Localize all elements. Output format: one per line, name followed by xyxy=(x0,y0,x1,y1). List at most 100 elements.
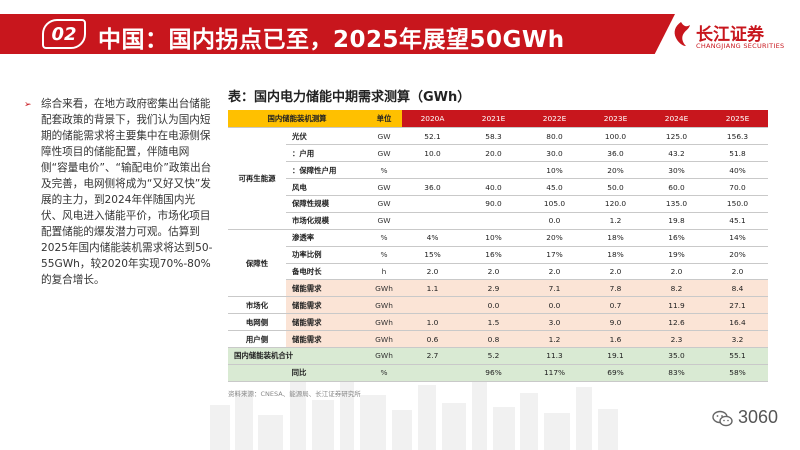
category-user: 用户侧 xyxy=(228,330,286,349)
row-label: 光伏 xyxy=(286,127,367,146)
cell: 43.2 xyxy=(646,144,708,163)
row-unit: GWh xyxy=(366,330,403,349)
row-label: ：户用 xyxy=(286,144,367,163)
row-label: 风电 xyxy=(286,178,367,197)
cell: 20.0 xyxy=(463,144,525,163)
table-title: 表：国内电力储能中期需求测算（GWh） xyxy=(228,90,471,105)
cell: 30.0 xyxy=(524,144,586,163)
section-number-badge: 02 xyxy=(42,19,86,49)
cell: 16.4 xyxy=(707,313,769,332)
row-label: 储能需求 xyxy=(286,279,367,298)
cell: 90.0 xyxy=(463,195,525,213)
cell: 11.9 xyxy=(646,296,708,315)
total-row: 国内储能装机合计 GWh 2.7 5.2 11.3 19.1 35.0 55.1 xyxy=(228,347,769,365)
row-label: 备电时长 xyxy=(286,263,367,281)
wechat-icon xyxy=(712,410,733,427)
cell: 0.0 xyxy=(524,212,586,230)
header-year: 2025E xyxy=(707,110,769,129)
growth-row: 同比 % 96% 117% 69% 83% 58% xyxy=(228,364,769,383)
row-unit: GWh xyxy=(366,296,403,315)
cell: 2.0 xyxy=(402,263,464,281)
cell: 19.8 xyxy=(646,212,708,230)
cell: 0.0 xyxy=(524,296,586,315)
cell: 8.4 xyxy=(707,279,769,298)
summary-text: 综合来看，在地方政府密集出台储能配套政策的背景下，我们认为国内短期的储能需求将主… xyxy=(41,98,213,286)
row-unit: GW xyxy=(366,127,403,146)
cell: 120.0 xyxy=(585,195,647,213)
table-row: ：户用 GW 10.0 20.0 30.0 36.0 43.2 51.8 xyxy=(228,144,769,163)
cell: 12.6 xyxy=(646,313,708,332)
cell: 20% xyxy=(707,246,769,264)
cell: 3.2 xyxy=(707,330,769,349)
cell: 4% xyxy=(402,229,464,247)
cell: 58.3 xyxy=(463,127,525,146)
cell: 2.0 xyxy=(707,263,769,281)
cell: 20% xyxy=(585,161,647,180)
cell: 30% xyxy=(646,161,708,180)
cell: 96% xyxy=(463,364,525,383)
cell: 1.5 xyxy=(463,313,525,332)
header-label: 国内储能装机测算 xyxy=(228,110,367,129)
cell: 0.7 xyxy=(585,296,647,315)
header-year: 2022E xyxy=(524,110,586,129)
cell: 50.0 xyxy=(585,178,647,197)
cell: 15% xyxy=(402,246,464,264)
table-row: 保障性规模 GW 90.0 105.0 120.0 135.0 150.0 xyxy=(228,195,769,213)
source-note: 资料来源：CNESA、能源局、长江证券研究所 xyxy=(228,390,361,398)
header-year: 2020A xyxy=(402,110,464,129)
row-label: 市场化规模 xyxy=(286,212,367,230)
cell: 69% xyxy=(585,364,647,383)
row-unit: GWh xyxy=(366,279,403,298)
table-row: 功率比例 % 15% 16% 17% 18% 19% 20% xyxy=(228,246,769,264)
cell: 2.0 xyxy=(646,263,708,281)
cell: 156.3 xyxy=(707,127,769,146)
cell: 20% xyxy=(524,229,586,247)
logo-text-cn: 长江证券 xyxy=(696,25,764,45)
cell: 58% xyxy=(707,364,769,383)
cell: 2.7 xyxy=(402,347,464,365)
row-unit: GWh xyxy=(366,347,403,365)
category-renewable: 可再生能源 xyxy=(228,127,286,230)
table-row: 储能需求 GWh 1.1 2.9 7.1 7.8 8.2 8.4 xyxy=(228,279,769,298)
cell: 36.0 xyxy=(402,178,464,197)
cell: 10% xyxy=(524,161,586,180)
row-label: 储能需求 xyxy=(286,313,367,332)
cell: 80.0 xyxy=(524,127,586,146)
company-logo: 长江证券 CHANGJIANG SECURITIES xyxy=(668,14,796,58)
cell: 60.0 xyxy=(646,178,708,197)
category-grid: 电网侧 xyxy=(228,313,286,332)
cell: 16% xyxy=(463,246,525,264)
cell: 52.1 xyxy=(402,127,464,146)
cell: 10.0 xyxy=(402,144,464,163)
logo-text-en: CHANGJIANG SECURITIES xyxy=(696,42,785,50)
row-label: 渗透率 xyxy=(286,229,367,247)
growth-label: 同比 xyxy=(228,364,367,383)
cell: 19.1 xyxy=(585,347,647,365)
cell: 0.8 xyxy=(463,330,525,349)
row-unit: GW xyxy=(366,195,403,213)
header-year: 2024E xyxy=(646,110,708,129)
row-unit: GW xyxy=(366,178,403,197)
city-skyline-background xyxy=(210,370,618,450)
cell: 5.2 xyxy=(463,347,525,365)
cell xyxy=(402,364,464,383)
cell: 7.8 xyxy=(585,279,647,298)
cell: 51.8 xyxy=(707,144,769,163)
summary-panel: ➢ 综合来看，在地方政府密集出台储能配套政策的背景下，我们认为国内短期的储能需求… xyxy=(24,96,214,288)
table-row: 用户侧 储能需求 GWh 0.6 0.8 1.2 1.6 2.3 3.2 xyxy=(228,330,769,349)
phoenix-logo-icon xyxy=(674,22,690,46)
wechat-watermark: 3060 xyxy=(712,404,794,434)
row-unit: % xyxy=(366,364,403,383)
cell: 10% xyxy=(463,229,525,247)
cell: 2.0 xyxy=(524,263,586,281)
cell: 18% xyxy=(585,229,647,247)
row-label: ：保障性户用 xyxy=(286,161,367,180)
cell: 14% xyxy=(707,229,769,247)
cell: 117% xyxy=(524,364,586,383)
cell: 3.0 xyxy=(524,313,586,332)
cell: 7.1 xyxy=(524,279,586,298)
row-unit: % xyxy=(366,229,403,247)
cell: 17% xyxy=(524,246,586,264)
cell: 40% xyxy=(707,161,769,180)
cell: 150.0 xyxy=(707,195,769,213)
